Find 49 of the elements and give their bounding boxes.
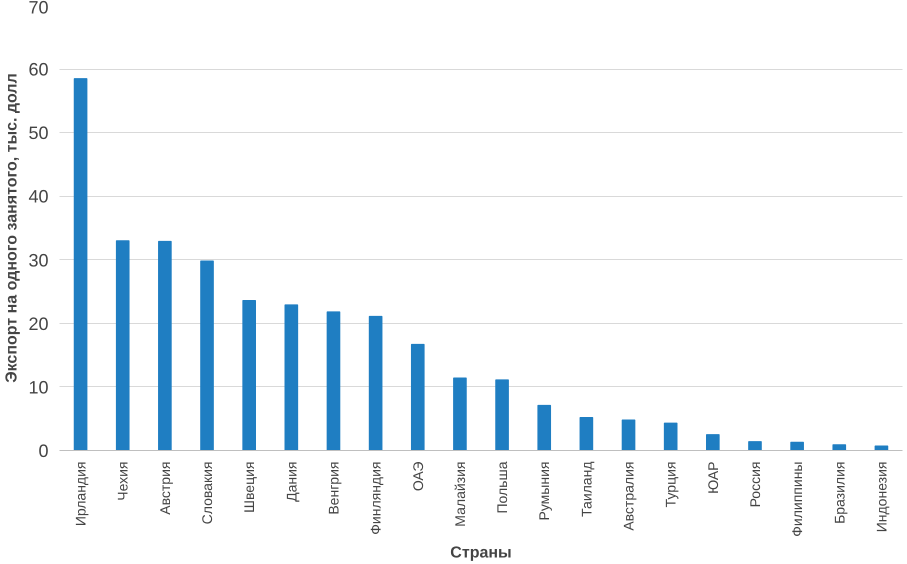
bar — [874, 446, 888, 450]
y-tick-label: 30 — [28, 250, 49, 270]
x-tick-label: Филиппины — [789, 461, 806, 537]
y-tick-label: 10 — [28, 377, 49, 398]
x-tick-label: ОАЭ — [410, 461, 426, 492]
x-tick-label: Бразилия — [831, 461, 848, 524]
x-tick-label: Индонезия — [873, 462, 890, 532]
x-tick-label: Словакия — [199, 461, 216, 524]
bar — [326, 311, 340, 450]
y-tick-label: 20 — [28, 314, 49, 334]
bar — [622, 419, 636, 450]
x-tick-label: ЮАР — [704, 461, 721, 494]
bar — [790, 442, 804, 450]
y-tick-label: 70 — [28, 0, 49, 18]
x-tick-label: Ирландия — [72, 461, 89, 526]
y-tick-label: 50 — [28, 123, 49, 144]
bar — [74, 78, 88, 450]
bar — [537, 404, 552, 450]
x-tick-label: Россия — [746, 461, 763, 508]
bar — [453, 378, 467, 450]
bar — [748, 441, 762, 450]
bar — [664, 422, 678, 450]
x-tick-label: Турция — [662, 461, 679, 508]
bar — [242, 300, 256, 450]
x-tick-label: Малайзия — [452, 462, 468, 527]
x-tick-label: Румыния — [536, 461, 552, 520]
bar — [706, 434, 720, 450]
bar — [495, 379, 509, 450]
bar — [116, 240, 130, 450]
x-tick-label: Дания — [283, 461, 300, 502]
bar — [284, 304, 298, 450]
bar — [410, 344, 425, 450]
bar — [158, 240, 172, 450]
bar — [368, 316, 382, 450]
x-tick-label: Австралия — [620, 461, 637, 531]
x-tick-label: Швеция — [241, 461, 258, 513]
x-tick-label: Чехия — [114, 461, 131, 501]
x-tick-label: Таиланд — [578, 461, 594, 517]
bar — [200, 260, 214, 450]
x-tick-label: Венгрия — [325, 461, 342, 515]
y-tick-label: 60 — [28, 60, 49, 80]
y-axis-title: Экспорт на одного занятого, тыс. долл — [3, 73, 20, 383]
bar — [580, 416, 594, 450]
y-tick-label: 0 — [38, 441, 49, 461]
x-axis-title: Страны — [450, 544, 512, 562]
x-tick-label: Австрия — [156, 462, 173, 515]
x-tick-label: Финляндия — [368, 461, 384, 535]
x-tick-label: Польша — [494, 461, 510, 514]
y-tick-label: 40 — [28, 186, 49, 207]
